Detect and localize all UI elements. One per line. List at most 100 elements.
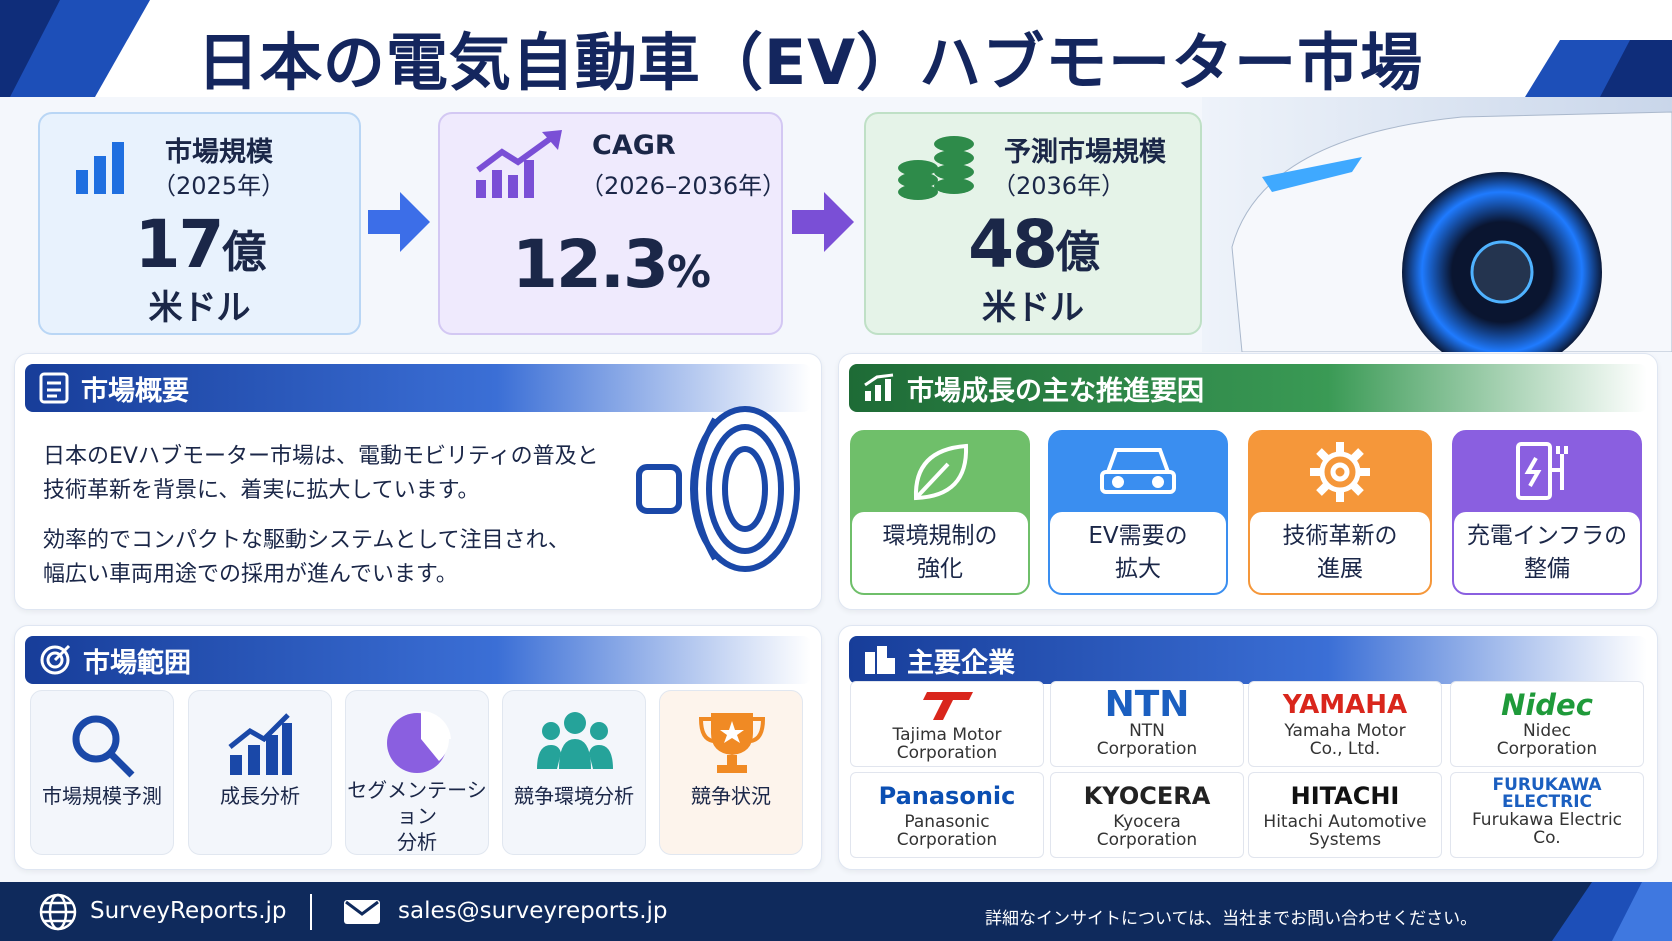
stat-period: （2025年） bbox=[152, 172, 286, 200]
label: 拡大 bbox=[1115, 556, 1161, 582]
company: KYOCERA Kyocera Corporation bbox=[1050, 772, 1244, 858]
stat-card: CAGR （2026–2036年） 12.3% bbox=[438, 112, 786, 335]
company: Nidec Nidec Corporation bbox=[1450, 681, 1644, 767]
label: 競争環境分析 bbox=[514, 784, 634, 808]
company-name: Corporation bbox=[896, 743, 998, 763]
company: Tajima Motor Corporation bbox=[850, 681, 1044, 767]
suffix: % bbox=[666, 247, 711, 298]
logo: Nidec bbox=[1501, 688, 1593, 722]
label: セグメンテーション bbox=[347, 778, 487, 828]
stat-value: 12.3% bbox=[440, 226, 781, 303]
footer-deco bbox=[1552, 882, 1672, 941]
company: Panasonic Panasonic Corporation bbox=[850, 772, 1044, 858]
icon bbox=[387, 710, 451, 773]
icon bbox=[228, 713, 292, 775]
footer-note: 詳細なインサイトについては、当社までお問い合わせください。 bbox=[985, 909, 1478, 929]
stat-value: 48億 bbox=[866, 206, 1200, 283]
stat-value: 17億 bbox=[40, 206, 359, 283]
company-name: Kyocera bbox=[1113, 812, 1181, 832]
icon bbox=[39, 372, 69, 404]
stat-label: 市場規模 bbox=[165, 137, 273, 168]
company: HITACHI Hitachi Automotive Systems bbox=[1248, 772, 1442, 858]
stat-card: 予測市場規模 （2036年） 48億 米ドル bbox=[864, 112, 1202, 335]
company-name: Systems bbox=[1308, 830, 1382, 850]
line: 効率的でコンパクトな駆動システムとして注目され、 bbox=[43, 528, 570, 553]
icon bbox=[1516, 442, 1568, 500]
suffix: 億 bbox=[1055, 227, 1100, 278]
section-title: 市場成長の主な推進要因 bbox=[907, 375, 1204, 407]
label: 技術革新の bbox=[1282, 523, 1398, 549]
overview-text: 日本のEVハブモーター市場は、電動モビリティの普及と 技術革新を背景に、着実に拡… bbox=[43, 440, 599, 592]
label: 市場規模予測 bbox=[42, 784, 162, 808]
section-header: 主要企業 bbox=[849, 636, 1647, 684]
label: 充電インフラの bbox=[1466, 523, 1628, 549]
value: 17 bbox=[134, 206, 225, 283]
logo: FURUKAWA ELECTRIC bbox=[1492, 775, 1602, 812]
icon bbox=[76, 142, 124, 194]
icon bbox=[865, 646, 895, 674]
divider bbox=[310, 894, 312, 930]
company-name: Corporation bbox=[896, 830, 998, 850]
scope-card: 市場規模予測 bbox=[30, 690, 174, 855]
company: FURUKAWA ELECTRIC Furukawa Electric Co. bbox=[1450, 772, 1644, 858]
header-deco bbox=[0, 0, 1672, 97]
label: 整備 bbox=[1524, 556, 1570, 582]
stat-period: （2036年） bbox=[992, 172, 1126, 200]
email[interactable]: sales@surveyreports.jp bbox=[398, 898, 668, 924]
section-title: 主要企業 bbox=[907, 647, 1015, 679]
label: 環境規制の bbox=[882, 523, 998, 549]
driver-card: EV需要の拡大 bbox=[1048, 430, 1228, 595]
label: 進展 bbox=[1317, 556, 1363, 582]
company-name: NTN bbox=[1129, 721, 1165, 741]
driver-card: 充電インフラの 整備 bbox=[1452, 430, 1642, 595]
suffix: 億 bbox=[222, 227, 266, 278]
arrow bbox=[368, 192, 430, 252]
scope-card: 競争状況 bbox=[659, 690, 803, 855]
scope-card: 成長分析 bbox=[188, 690, 332, 855]
logo: NTN bbox=[1104, 684, 1190, 725]
stat-label: CAGR bbox=[592, 130, 676, 161]
company-name: Corporation bbox=[1096, 830, 1198, 850]
icon bbox=[40, 644, 71, 675]
value: 48 bbox=[968, 206, 1058, 283]
company-name: Nidec bbox=[1522, 721, 1572, 741]
icon bbox=[1100, 448, 1176, 494]
company-name: Hitachi Automotive bbox=[1263, 812, 1427, 832]
section-header: 市場概要 bbox=[25, 364, 811, 412]
company-name: Furukawa Electric bbox=[1471, 810, 1623, 830]
line: 幅広い車両用途での採用が進んでいます。 bbox=[43, 562, 458, 587]
label: EV需要の bbox=[1088, 523, 1188, 549]
overview-panel: 市場概要 日本のEVハブモーター市場は、電動モビリティの普及と 技術革新を背景に… bbox=[14, 353, 822, 610]
company: NTN NTN Corporation bbox=[1050, 681, 1244, 767]
scope-card: セグメンテーション 分析 bbox=[345, 690, 489, 855]
company-name: Corporation bbox=[1096, 739, 1198, 759]
company-name: Co. bbox=[1533, 828, 1561, 848]
website[interactable]: SurveyReports.jp bbox=[90, 898, 287, 924]
company-name: Panasonic bbox=[904, 812, 990, 832]
driver-card: 技術革新の 進展 bbox=[1248, 430, 1432, 595]
driver-card: 環境規制の 強化 bbox=[850, 430, 1030, 595]
footer: SurveyReports.jp sales@surveyreports.jp … bbox=[0, 882, 1672, 941]
icon bbox=[72, 715, 135, 778]
company: YAMAHA Yamaha Motor Co., Ltd. bbox=[1248, 681, 1442, 767]
company-name: Corporation bbox=[1496, 739, 1598, 759]
icon bbox=[698, 713, 766, 773]
value: 12.3 bbox=[512, 226, 669, 303]
title: 日本の電気自動車（EV）ハブモーター市場 bbox=[196, 26, 1424, 99]
arrow bbox=[792, 192, 854, 252]
stat-unit: 米ドル bbox=[148, 288, 251, 328]
header: 日本の電気自動車（EV）ハブモーター市場 bbox=[0, 0, 1672, 99]
section-header: 市場成長の主な推進要因 bbox=[849, 364, 1647, 412]
section-title: 市場概要 bbox=[81, 375, 189, 407]
company-name: Co., Ltd. bbox=[1309, 739, 1381, 759]
logo: YAMAHA bbox=[1282, 690, 1408, 720]
section-header: 市場範囲 bbox=[25, 636, 811, 684]
line: 日本のEVハブモーター市場は、電動モビリティの普及と bbox=[43, 444, 599, 469]
line: 技術革新を背景に、着実に拡大しています。 bbox=[43, 478, 480, 503]
mail-icon bbox=[344, 900, 380, 924]
logo bbox=[923, 692, 973, 720]
stat-unit: 米ドル bbox=[982, 288, 1084, 328]
label: 分析 bbox=[397, 830, 437, 854]
icon bbox=[537, 712, 613, 769]
